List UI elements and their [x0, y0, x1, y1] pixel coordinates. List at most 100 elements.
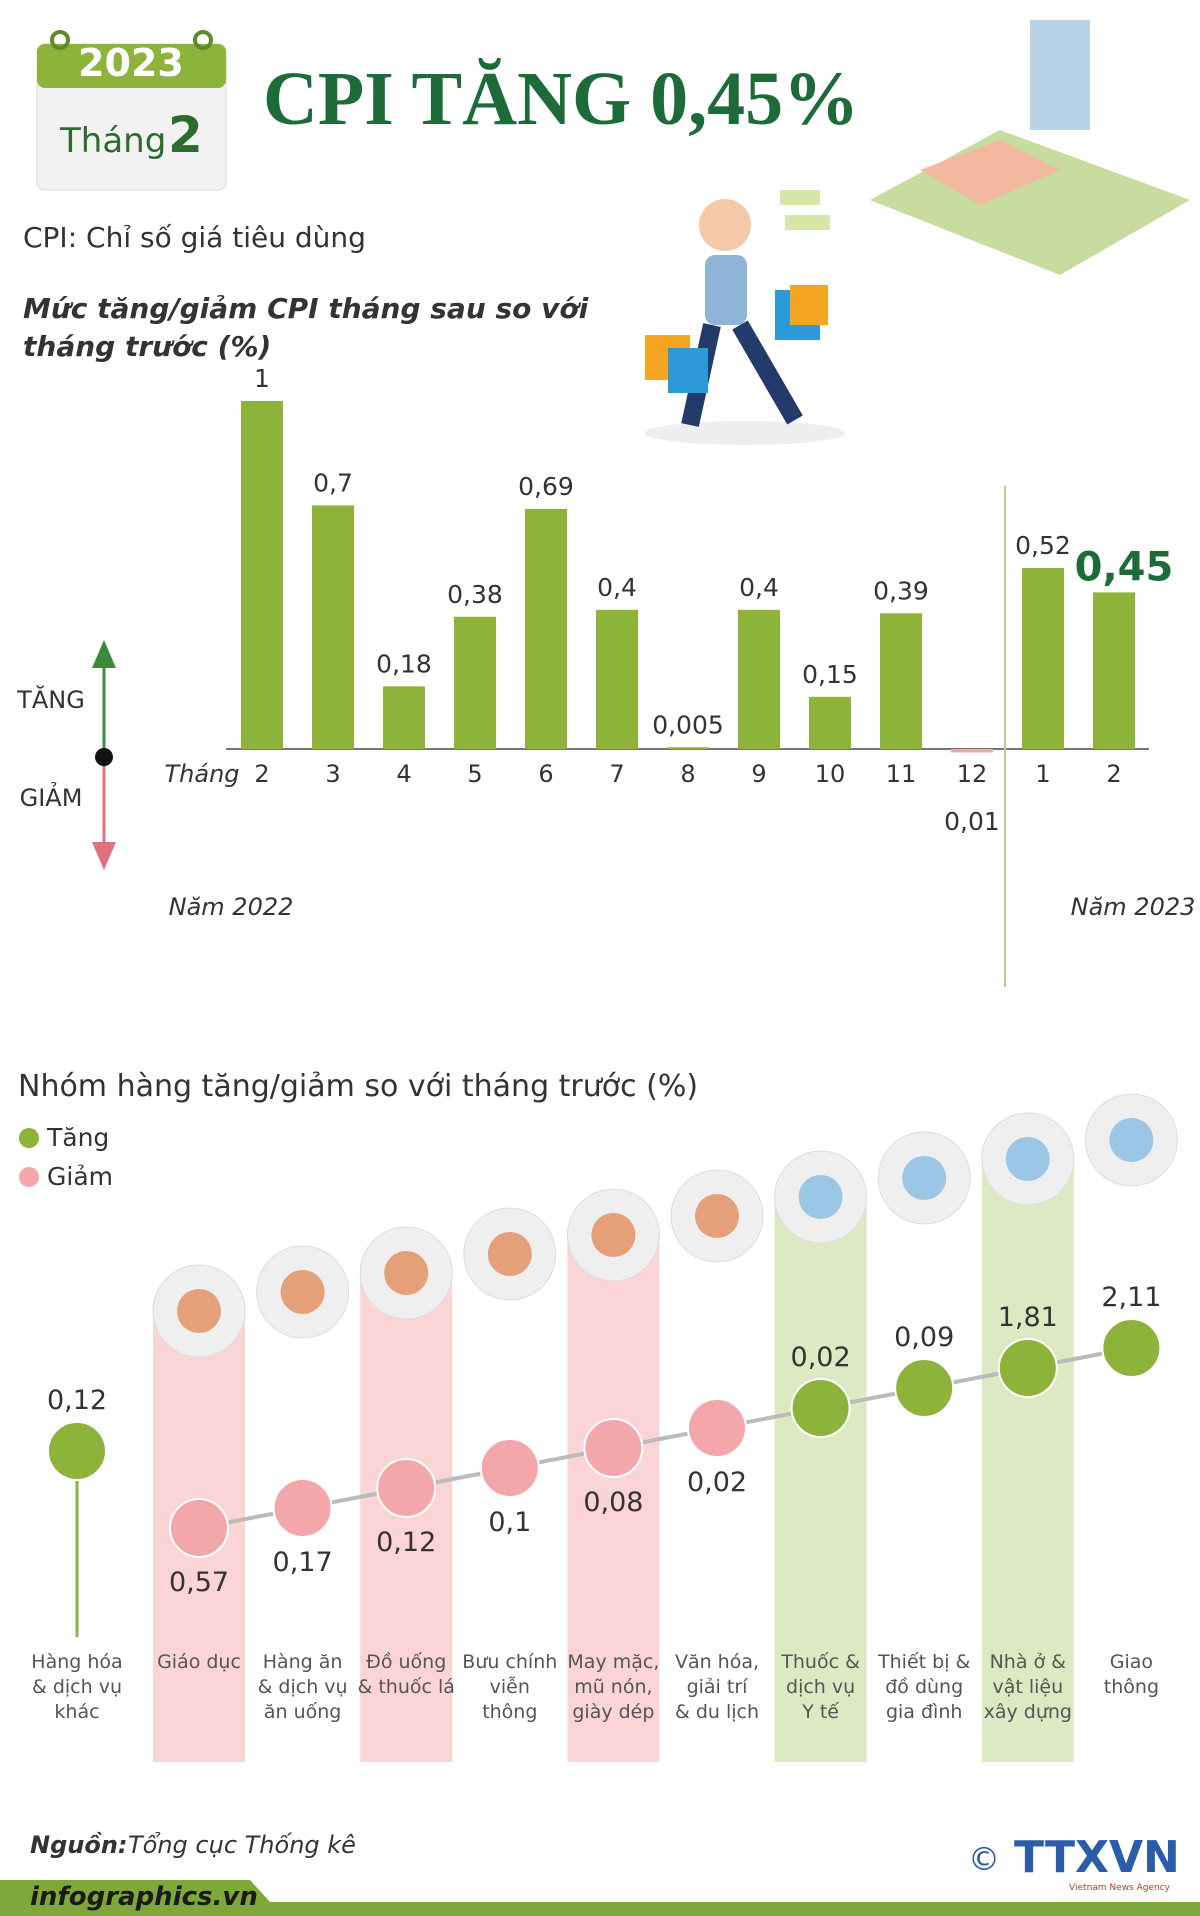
x-tick-label: 1 — [1035, 760, 1050, 788]
bar — [951, 749, 993, 753]
site: infographics.vn — [30, 1882, 258, 1912]
x-axis-label: Tháng — [164, 760, 239, 788]
value-label: 0,02 — [687, 1467, 747, 1498]
agency-full: Vietnam News Agency — [1069, 1883, 1171, 1893]
down-label: GIẢM — [20, 781, 83, 812]
bar — [241, 401, 283, 749]
value-label: 0,57 — [169, 1567, 229, 1598]
value-label: 2,11 — [1101, 1282, 1161, 1313]
category-label: Nhà ở & vật liệu xây dựng — [984, 1651, 1072, 1723]
dot — [1101, 1318, 1162, 1378]
value-label: 0,38 — [447, 580, 503, 609]
icon — [1005, 1137, 1050, 1181]
chart-title: Nhóm hàng tăng/giảm so với tháng trước (… — [18, 1069, 698, 1104]
calendar-ring — [50, 30, 70, 50]
icon — [384, 1251, 429, 1295]
source-label: Nguồn: — [30, 1830, 128, 1859]
up-label: TĂNG — [16, 684, 85, 714]
up-arrow-head — [92, 640, 116, 668]
year-label: Năm 2023 — [1071, 893, 1196, 921]
category-label: Giáo dục — [157, 1651, 241, 1673]
year-label: Năm 2022 — [169, 893, 294, 921]
calendar-month: 2 — [168, 106, 203, 164]
value-label: 0,08 — [583, 1487, 643, 1518]
bar — [454, 616, 496, 749]
icon — [695, 1194, 739, 1238]
down-arrow-head — [92, 842, 116, 870]
icon — [487, 1232, 532, 1276]
bar — [312, 505, 354, 749]
bar — [667, 747, 709, 749]
connector — [198, 1346, 1132, 1530]
dot — [894, 1358, 955, 1418]
copyright: © — [968, 1840, 1000, 1878]
icon — [280, 1270, 325, 1314]
agency: TTXVN — [1014, 1832, 1180, 1883]
value-label: 0,12 — [376, 1527, 436, 1558]
chart-subtitle: Mức tăng/giảm CPI tháng sau so với tháng … — [23, 292, 589, 363]
x-tick-label: 3 — [325, 760, 340, 788]
value-label: 0,39 — [873, 576, 929, 605]
legend-swatch — [19, 1128, 39, 1148]
bar — [596, 609, 638, 749]
x-tick-label: 4 — [396, 760, 411, 788]
x-tick-label: 6 — [538, 760, 553, 788]
value-label: 0,18 — [376, 649, 432, 678]
column-band — [567, 1235, 660, 1762]
x-tick-label: 8 — [680, 760, 695, 788]
value-label: 0,69 — [518, 472, 574, 501]
bar — [738, 609, 780, 749]
icon — [798, 1175, 843, 1219]
category-label: Văn hóa, giải trí & du lịch — [675, 1651, 759, 1723]
bar — [880, 613, 922, 749]
dot — [272, 1478, 333, 1538]
value-label: 0,01 — [944, 807, 1000, 836]
icon — [902, 1156, 947, 1200]
calendar-top — [37, 44, 226, 88]
bar — [809, 696, 851, 749]
dot — [479, 1438, 540, 1498]
calendar-ring — [193, 30, 213, 50]
legend-label: Tăng — [46, 1123, 109, 1152]
bar — [525, 508, 567, 749]
x-tick-label: 5 — [467, 760, 482, 788]
x-tick-label: 10 — [815, 760, 846, 788]
category-label: Bưu chính viễn thông — [462, 1651, 557, 1723]
value-label: 0,09 — [894, 1322, 954, 1353]
value-label: 0,005 — [652, 710, 724, 739]
dot — [790, 1378, 851, 1438]
illustration — [645, 20, 1190, 445]
value-label: 0,17 — [273, 1547, 333, 1578]
value-label: 1,81 — [998, 1302, 1058, 1333]
icon — [177, 1289, 221, 1333]
x-tick-label: 12 — [957, 760, 988, 788]
category-label: Hàng ăn & dịch vụ ăn uống — [258, 1651, 348, 1723]
x-tick-label: 2 — [254, 760, 269, 788]
value-label: 0,4 — [597, 573, 637, 602]
category-label: May mặc, mũ nón, giày dép — [567, 1651, 659, 1723]
bar — [383, 686, 425, 749]
column-band — [981, 1159, 1074, 1762]
category-label: Thiết bị & đồ dùng gia đình — [877, 1651, 970, 1723]
x-tick-label: 9 — [751, 760, 766, 788]
dot — [687, 1398, 747, 1458]
calendar-year: 2023 — [78, 41, 184, 85]
legend-swatch — [19, 1167, 39, 1187]
origin-dot — [95, 748, 113, 766]
dot — [997, 1338, 1058, 1398]
source: Tổng cục Thống kê — [128, 1831, 356, 1859]
value-label: 0,02 — [791, 1342, 851, 1373]
value-label: 0,15 — [802, 660, 858, 689]
dot — [583, 1418, 644, 1478]
value-label: 0,52 — [1015, 531, 1071, 560]
bar — [1022, 568, 1064, 749]
note: CPI: Chỉ số giá tiêu dùng — [23, 221, 366, 254]
column-band — [774, 1197, 867, 1762]
category-label: Thuốc & dịch vụ Y tế — [780, 1651, 860, 1723]
x-tick-label: 11 — [886, 760, 917, 788]
icon — [1109, 1118, 1154, 1162]
dot — [376, 1458, 437, 1518]
x-tick-label: 7 — [609, 760, 624, 788]
legend-label: Giảm — [47, 1162, 113, 1191]
